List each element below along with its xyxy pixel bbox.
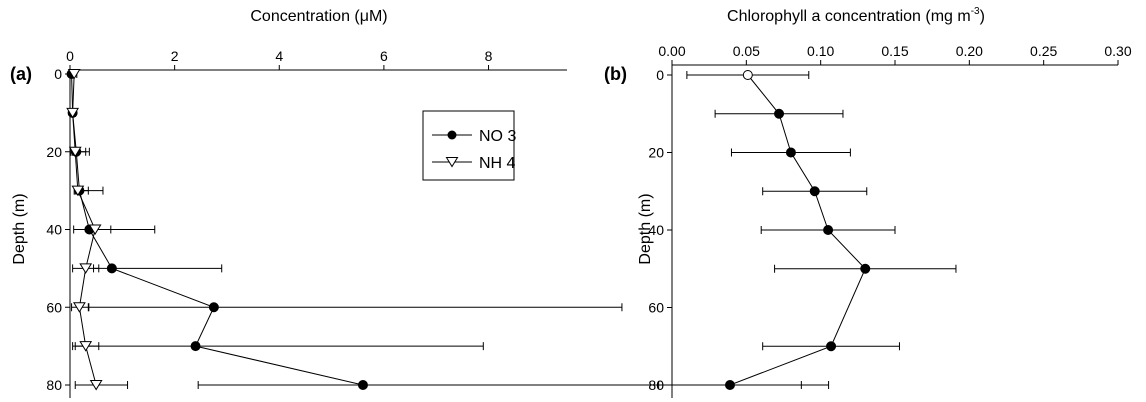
legend-box — [422, 110, 515, 181]
panel-a-label: (a) — [10, 64, 32, 84]
panel-a-x-tick-label: 6 — [380, 48, 388, 64]
panel-a-series-1-point — [89, 380, 103, 391]
panel-b-series-0-point — [809, 186, 820, 197]
panel-b-title-sup: -3 — [971, 6, 980, 17]
panel-b-series-0-point — [724, 380, 735, 390]
panel-a-title: Concentration (μM) — [250, 8, 387, 25]
panel-a-y-tick-label: 60 — [46, 299, 62, 315]
panel-a-y-tick-label: 40 — [46, 222, 62, 238]
panel-b-y-tick-label: 0 — [656, 67, 664, 83]
panel-b-x-tick-label: 0.30 — [1104, 43, 1131, 59]
panel-b-x-tick-label: 0.00 — [658, 43, 685, 59]
panel-a-x-tick-label: 8 — [485, 48, 493, 64]
panel-b-label: (b) — [604, 64, 627, 84]
panel-b-y-tick-label: 40 — [648, 222, 664, 238]
panel-a-x-tick-label: 2 — [171, 48, 179, 64]
panel-a-series-0-point — [208, 302, 219, 313]
panel-a-series-1-point — [71, 185, 85, 197]
panel-a-y-tick-label: 0 — [54, 66, 62, 82]
panel-b-series-0-point — [742, 70, 753, 80]
panel-a-series-1-point — [68, 146, 82, 158]
panel-b-series-0-point — [774, 108, 785, 119]
legend-no3-marker — [447, 130, 457, 140]
panel-b-ylabel: Depth (m) — [637, 193, 654, 264]
panel-b-series-0-point — [785, 147, 796, 158]
panel-a-ylabel: Depth (m) — [11, 193, 28, 264]
panel-a-legend: NO 3 NH 4 — [422, 110, 516, 181]
legend-no3-label: NO 3 — [479, 128, 516, 145]
panel-a-series-0-point — [357, 380, 368, 390]
panel-a-series-1-point — [66, 107, 80, 119]
panel-b-x-tick-label: 0.25 — [1030, 43, 1057, 59]
panel-a-series-0-point — [190, 341, 201, 352]
panel-a-x-tick-label: 0 — [66, 48, 74, 64]
legend-nh4-marker — [445, 157, 459, 168]
panel-b-series-0-line — [729, 74, 866, 386]
panel-b-x-tick-label: 0.15 — [881, 43, 908, 59]
panel-b-y-tick-label: 20 — [648, 145, 664, 161]
panel-a-series-1-point — [79, 341, 93, 352]
panel-b-plot: 0.00 0.05 0.10 0.15 0.20 0.25 0.30 0 20 40 60 80 — [648, 43, 1132, 398]
panel-a-series-1-point — [73, 302, 86, 313]
panel-b-x-tick-label: 0.10 — [807, 43, 834, 59]
panel-a-y-tick-label: 20 — [46, 144, 62, 160]
panel-a-y-tick-label: 80 — [46, 377, 62, 393]
panel-a-series-1-point — [88, 224, 102, 235]
panel-b-title: Chlorophyll a concentration (mg m-3) — [727, 6, 985, 25]
panel-b-y-tick-label: 60 — [648, 300, 664, 316]
panel-a-series-0-point — [106, 263, 117, 274]
panel-a-x-tick-label: 4 — [275, 48, 283, 64]
panel-b-x-tick-label: 0.05 — [733, 43, 760, 59]
panel-b-series-0-point — [860, 263, 871, 274]
panel-b-y-tick-label: 80 — [648, 377, 664, 393]
panel-b-x-tick-label: 0.20 — [956, 43, 983, 59]
panel-b-series-0-point — [826, 341, 837, 352]
panel-b-title-suffix: ) — [980, 8, 985, 25]
panel-a-series-1-point — [79, 263, 93, 274]
legend-nh4-label: NH 4 — [479, 155, 516, 172]
panel-b-title-main: Chlorophyll a concentration (mg m — [727, 8, 971, 25]
panel-a-series-1-point — [67, 69, 81, 80]
panel-b-series-0-point — [823, 225, 834, 235]
